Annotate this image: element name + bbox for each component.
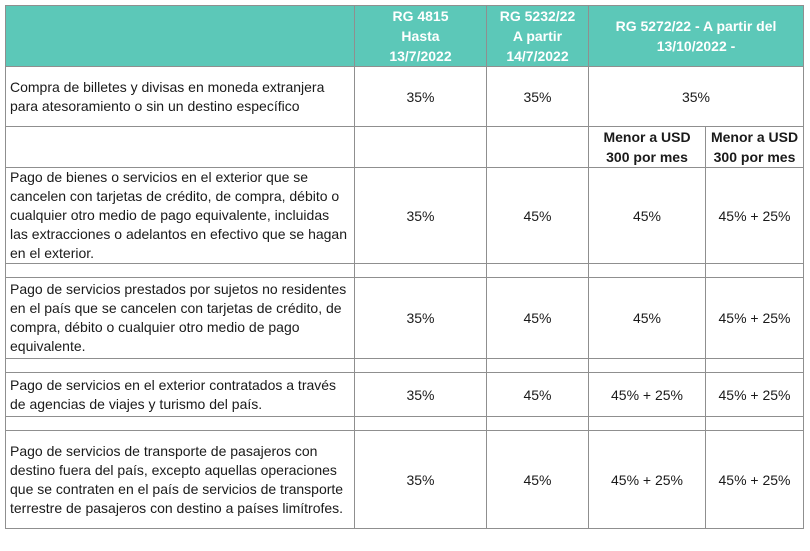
header-blank-cell bbox=[5, 5, 355, 67]
row-rg5272-b-value: 45% + 25% bbox=[705, 277, 804, 359]
tax-rates-table: RG 4815 Hasta 13/7/2022 RG 5232/22 A par… bbox=[5, 5, 804, 529]
row-rg4815-value: 35% bbox=[354, 277, 487, 359]
header-rg4815-line3: 13/7/2022 bbox=[389, 48, 452, 64]
header-rg5232-title: RG 5232/22 bbox=[499, 8, 576, 24]
subheader-row: Menor a USD 300 por mes Menor a USD 300 … bbox=[5, 126, 804, 168]
header-rg5272-line2: 13/10/2022 - bbox=[656, 38, 736, 54]
subheader-threshold-b-line1: Menor a USD bbox=[710, 129, 799, 145]
subheader-blank bbox=[5, 126, 355, 168]
row-description: Pago de servicios de transporte de pasaj… bbox=[5, 430, 355, 529]
subheader-threshold-b-line2: 300 por mes bbox=[713, 149, 796, 165]
row-rg5232-value: 45% bbox=[486, 277, 589, 359]
subheader-threshold-a-line2: 300 por mes bbox=[606, 149, 688, 165]
row-rg5272-a-value: 45% bbox=[588, 167, 706, 264]
subheader-threshold-a: Menor a USD 300 por mes bbox=[588, 126, 706, 168]
row-rg5272-b-value: 45% + 25% bbox=[705, 430, 804, 529]
header-rg5272-line1: RG 5272/22 - A partir del bbox=[615, 18, 777, 34]
spacer-row bbox=[5, 416, 804, 431]
header-row: RG 4815 Hasta 13/7/2022 RG 5232/22 A par… bbox=[5, 5, 804, 67]
row-description: Compra de billetes y divisas en moneda e… bbox=[5, 66, 355, 127]
row-description: Pago de servicios prestados por sujetos … bbox=[5, 277, 355, 359]
header-rg5232-line3: 14/7/2022 bbox=[506, 48, 569, 64]
row-rg4815-value: 35% bbox=[354, 66, 487, 127]
header-rg4815-line2: Hasta bbox=[401, 28, 440, 44]
header-rg5232: RG 5232/22 A partir 14/7/2022 bbox=[486, 5, 589, 67]
spacer-row bbox=[5, 358, 804, 373]
subheader-threshold-a-line1: Menor a USD bbox=[603, 129, 691, 145]
row-rg5232-value: 35% bbox=[486, 66, 589, 127]
row-rg5232-value: 45% bbox=[486, 167, 589, 264]
header-rg4815-title: RG 4815 bbox=[392, 8, 449, 24]
row-rg4815-value: 35% bbox=[354, 372, 487, 417]
header-rg4815: RG 4815 Hasta 13/7/2022 bbox=[354, 5, 487, 67]
row-rg4815-value: 35% bbox=[354, 167, 487, 264]
row-rg5272-a-value: 45% + 25% bbox=[588, 372, 706, 417]
header-rg5272: RG 5272/22 - A partir del 13/10/2022 - bbox=[588, 5, 804, 67]
row-rg5272-b-value: 45% + 25% bbox=[705, 372, 804, 417]
table-row: Pago de servicios en el exterior contrat… bbox=[5, 372, 804, 417]
row-rg5232-value: 45% bbox=[486, 372, 589, 417]
table-row: Pago de servicios prestados por sujetos … bbox=[5, 277, 804, 359]
subheader-blank bbox=[486, 126, 589, 168]
table-row: Compra de billetes y divisas en moneda e… bbox=[5, 66, 804, 127]
table-row: Pago de servicios de transporte de pasaj… bbox=[5, 430, 804, 529]
subheader-blank bbox=[354, 126, 487, 168]
row-rg5272-value: 35% bbox=[588, 66, 804, 127]
row-description: Pago de servicios en el exterior contrat… bbox=[5, 372, 355, 417]
row-description: Pago de bienes o servicios en el exterio… bbox=[5, 167, 355, 264]
header-rg5232-line2: A partir bbox=[512, 28, 563, 44]
subheader-threshold-b: Menor a USD 300 por mes bbox=[705, 126, 804, 168]
row-rg5272-a-value: 45% + 25% bbox=[588, 430, 706, 529]
table-row: Pago de bienes o servicios en el exterio… bbox=[5, 167, 804, 264]
row-rg4815-value: 35% bbox=[354, 430, 487, 529]
row-rg5272-a-value: 45% bbox=[588, 277, 706, 359]
row-rg5272-b-value: 45% + 25% bbox=[705, 167, 804, 264]
spacer-row bbox=[5, 263, 804, 278]
row-rg5232-value: 45% bbox=[486, 430, 589, 529]
